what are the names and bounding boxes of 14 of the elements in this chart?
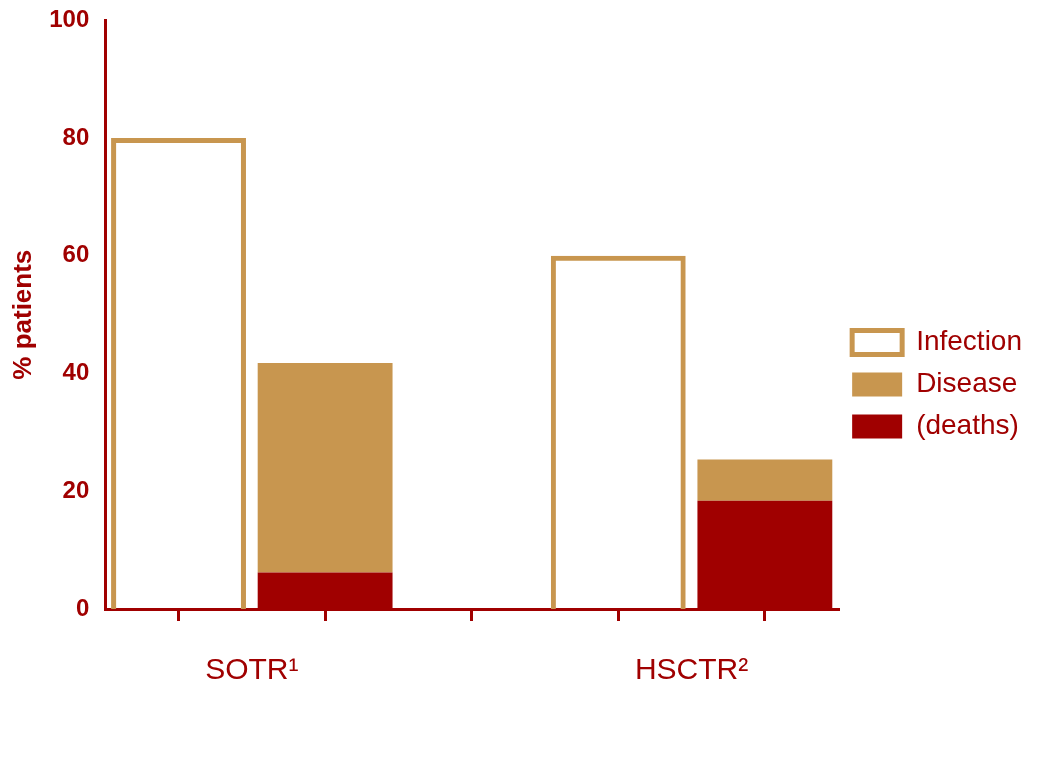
bar: [697, 459, 833, 501]
y-tick-label: 60: [62, 240, 90, 268]
y-tick-label: 40: [62, 358, 90, 386]
legend-label: Disease: [916, 367, 1018, 399]
y-tick-label: 80: [62, 122, 90, 150]
legend-label: Infection: [916, 325, 1023, 357]
y-tick-label: 100: [49, 5, 90, 33]
bar: [257, 362, 393, 573]
legend-label: (deaths): [916, 409, 1019, 441]
text: HSCTR²: [634, 652, 749, 686]
y-axis-title: % patients: [6, 249, 37, 380]
y-tick-label: 20: [62, 475, 90, 503]
y-tick-label: 0: [75, 593, 90, 621]
text: SOTR¹: [205, 652, 299, 686]
